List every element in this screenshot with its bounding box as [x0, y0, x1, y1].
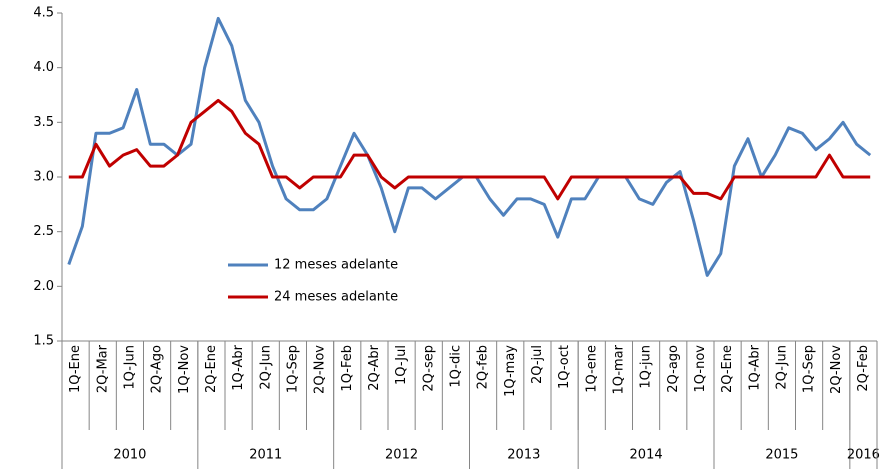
x-tick-label: 2Q-ago [666, 345, 681, 393]
x-group-label: 2012 [385, 448, 418, 463]
x-tick-label: 1Q-mar [611, 344, 626, 394]
x-tick-label: 1Q-Abr [231, 344, 246, 390]
x-tick-label: 2Q-sep [421, 345, 436, 392]
x-tick-label: 1Q-dic [448, 345, 463, 388]
y-tick-label: 3.5 [33, 115, 54, 130]
x-tick-label: 2Q-Feb [856, 345, 871, 392]
x-tick-label: 1Q-Sep [802, 345, 817, 393]
x-tick-label: 1Q-ene [584, 345, 599, 393]
x-tick-label: 2Q-Ago [150, 345, 165, 393]
x-group-label: 2016 [847, 448, 880, 463]
legend-label: 24 meses adelante [274, 290, 398, 305]
x-tick-label: 1Q-nov [693, 345, 708, 393]
y-tick-label: 1.5 [33, 334, 54, 349]
y-tick-label: 4.5 [33, 6, 54, 21]
y-tick-label: 4.0 [33, 60, 54, 75]
x-tick-label: 1Q-Abr [747, 344, 762, 390]
x-group-label: 2013 [507, 448, 540, 463]
x-group-label: 2010 [113, 448, 146, 463]
x-tick-label: 2Q-Mar [95, 344, 110, 393]
x-tick-label: 2Q-Nov [313, 345, 328, 394]
x-tick-label: 2Q-Jun [258, 345, 273, 390]
series-line [68, 98, 871, 201]
y-tick-label: 2.5 [33, 224, 54, 239]
x-tick-label: 2Q-Jun [774, 345, 789, 390]
legend-label: 12 meses adelante [274, 258, 398, 273]
y-tick-label: 3.0 [33, 170, 54, 185]
x-tick-label: 2Q-feb [476, 345, 491, 389]
x-tick-label: 2Q-Ene [720, 345, 735, 393]
x-tick-label: 1Q-Sep [285, 345, 300, 393]
y-tick-label: 2.0 [33, 279, 54, 294]
x-tick-label: 2Q-jul [530, 345, 545, 384]
series-line [67, 16, 872, 277]
x-tick-label: 2Q-Ene [204, 345, 219, 393]
x-tick-label: 1Q-oct [557, 345, 572, 389]
x-group-label: 2014 [630, 448, 663, 463]
x-tick-label: 1Q-Jun [122, 345, 137, 390]
x-tick-label: 2Q-Abr [367, 344, 382, 390]
x-tick-label: 1Q-jun [639, 345, 654, 389]
x-tick-label: 1Q-Jul [394, 345, 409, 385]
x-tick-label: 1Q-may [503, 345, 518, 397]
x-group-label: 2015 [765, 448, 798, 463]
x-tick-label: 2Q-Nov [829, 345, 844, 394]
x-group-label: 2011 [249, 448, 282, 463]
x-tick-label: 1Q-Nov [177, 345, 192, 394]
x-tick-label: 1Q-Ene [68, 345, 83, 393]
x-tick-label: 1Q-Feb [340, 345, 355, 392]
